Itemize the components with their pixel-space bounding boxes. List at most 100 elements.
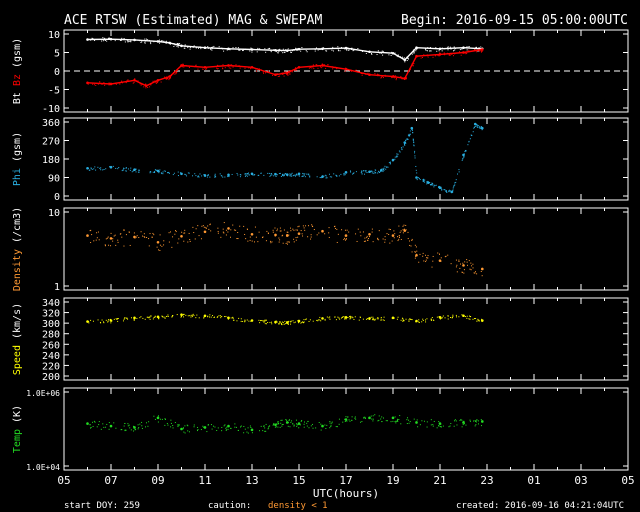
jitter-dot: [466, 261, 468, 263]
jitter-dot: [411, 63, 413, 65]
jitter-dot: [436, 427, 438, 429]
jitter-dot: [185, 314, 187, 316]
jitter-dot: [343, 172, 345, 174]
jitter-dot: [278, 73, 280, 75]
jitter-dot: [447, 47, 449, 49]
series-speed: [86, 313, 484, 326]
jitter-dot: [378, 239, 380, 241]
jitter-dot: [416, 253, 418, 255]
jitter-dot: [453, 50, 455, 52]
jitter-dot: [405, 75, 407, 77]
jitter-dot: [425, 48, 427, 50]
jitter-dot: [426, 257, 428, 259]
jitter-dot: [332, 68, 334, 70]
jitter-dot: [275, 322, 277, 324]
jitter-dot: [213, 45, 215, 47]
jitter-dot: [429, 184, 431, 186]
jitter-dot: [311, 423, 313, 425]
jitter-dot: [333, 226, 335, 228]
jitter-dot: [395, 155, 397, 157]
jitter-dot: [244, 175, 246, 177]
jitter-dot: [160, 172, 162, 174]
jitter-dot: [466, 264, 468, 266]
jitter-dot: [331, 176, 333, 178]
jitter-dot: [324, 318, 326, 320]
jitter-dot: [461, 426, 463, 428]
jitter-dot: [177, 42, 179, 44]
jitter-dot: [318, 232, 320, 234]
jitter-dot: [418, 261, 420, 263]
jitter-dot: [211, 47, 213, 49]
jitter-dot: [125, 170, 127, 172]
jitter-dot: [287, 175, 289, 177]
jitter-dot: [345, 318, 347, 320]
jitter-dot: [414, 257, 416, 259]
jitter-dot: [430, 183, 432, 185]
jitter-dot: [400, 76, 402, 78]
jitter-dot: [363, 170, 365, 172]
jitter-dot: [192, 313, 194, 315]
jitter-dot: [283, 75, 285, 77]
jitter-dot: [239, 174, 241, 176]
jitter-dot: [130, 41, 132, 43]
jitter-dot: [120, 39, 122, 41]
panel-frame: [63, 117, 629, 201]
jitter-dot: [235, 229, 237, 231]
jitter-dot: [311, 224, 313, 226]
jitter-dot: [281, 235, 283, 237]
jitter-dot: [438, 253, 440, 255]
jitter-dot: [451, 53, 453, 55]
jitter-dot: [329, 427, 331, 429]
jitter-dot: [153, 415, 155, 417]
jitter-dot: [168, 171, 170, 173]
jitter-dot: [377, 50, 379, 52]
jitter-dot: [282, 423, 284, 425]
jitter-dot: [349, 170, 351, 172]
jitter-dot: [121, 429, 123, 431]
jitter-dot: [249, 50, 251, 52]
jitter-dot: [466, 315, 468, 317]
jitter-dot: [135, 80, 137, 82]
jitter-dot: [425, 254, 427, 256]
jitter-dot: [130, 429, 132, 431]
jitter-dot: [286, 241, 288, 243]
jitter-dot: [270, 50, 272, 52]
jitter-dot: [263, 321, 265, 323]
jitter-dot: [209, 176, 211, 178]
jitter-dot: [99, 82, 101, 84]
jitter-dot: [388, 54, 390, 56]
jitter-dot: [276, 321, 278, 323]
jitter-dot: [414, 157, 416, 159]
jitter-dot: [171, 315, 173, 317]
jitter-dot: [365, 170, 367, 172]
jitter-dot: [378, 415, 380, 417]
jitter-dot: [293, 49, 295, 51]
jitter-dot: [453, 185, 455, 187]
jitter-dot: [127, 41, 129, 43]
jitter-dot: [421, 420, 423, 422]
jitter-dot: [92, 421, 94, 423]
jitter-dot: [396, 420, 398, 422]
jitter-dot: [183, 431, 185, 433]
y-tick-label: 240: [42, 351, 60, 362]
jitter-dot: [217, 67, 219, 69]
jitter-dot: [380, 168, 382, 170]
jitter-dot: [425, 319, 427, 321]
jitter-dot: [444, 48, 446, 50]
jitter-dot: [408, 419, 410, 421]
jitter-dot: [433, 420, 435, 422]
jitter-dot: [438, 50, 440, 52]
jitter-dot: [342, 316, 344, 318]
jitter-dot: [253, 174, 255, 176]
jitter-dot: [331, 66, 333, 68]
jitter-dot: [407, 231, 409, 233]
jitter-dot: [115, 82, 117, 84]
jitter-dot: [284, 71, 286, 73]
jitter-dot: [209, 316, 211, 318]
jitter-dot: [416, 48, 418, 50]
jitter-dot: [392, 420, 394, 422]
jitter-dot: [273, 175, 275, 177]
jitter-dot: [422, 319, 424, 321]
jitter-dot: [290, 175, 292, 177]
